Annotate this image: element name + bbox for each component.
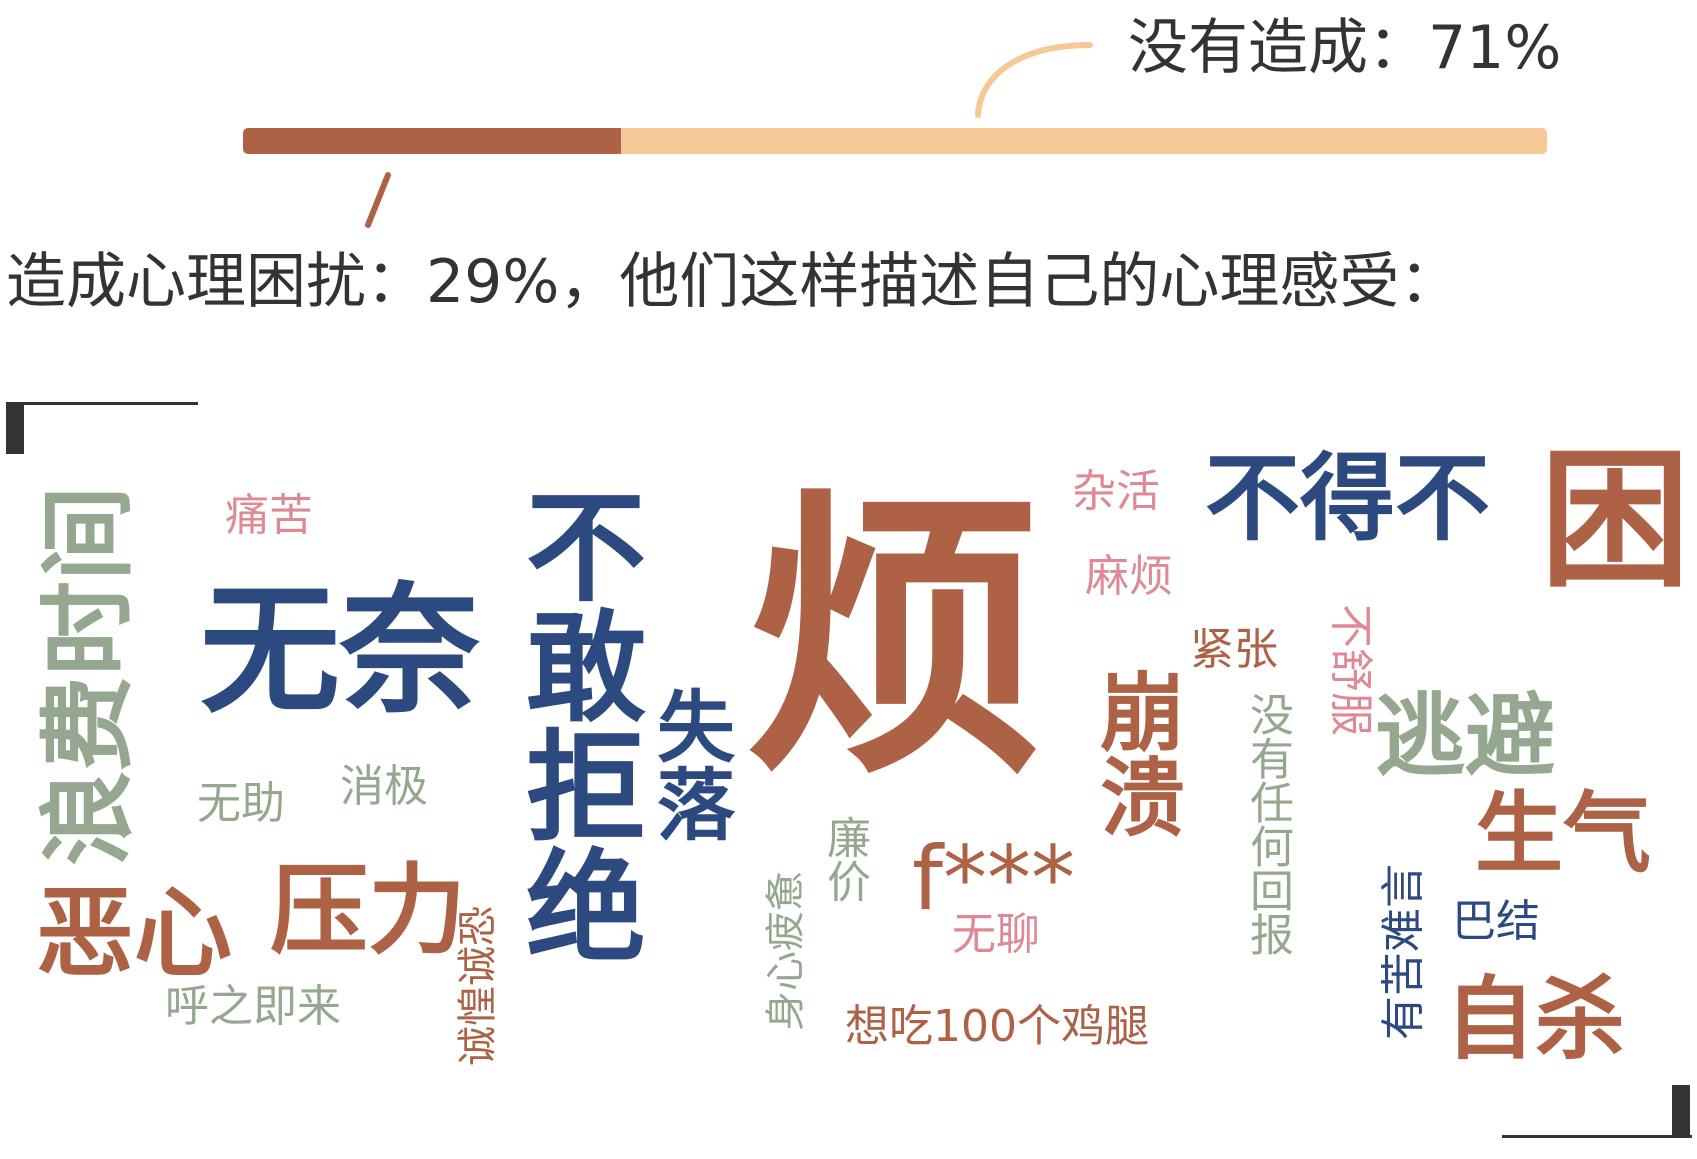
word-wuzhu: 无助	[197, 778, 285, 829]
word-ezhe: 恶心	[36, 877, 233, 991]
caused-leader-line	[365, 172, 391, 228]
word-bugan: 不敢拒绝	[505, 484, 644, 964]
corner-bracket-bottom-horizontal	[1502, 1135, 1692, 1138]
word-jitui: 想吃100个鸡腿	[845, 1001, 1149, 1052]
word-meiyou: 没有任何回报	[1242, 692, 1293, 956]
word-wunai: 无奈	[200, 570, 481, 733]
word-budebu: 不得不	[1205, 444, 1491, 554]
word-lianjia: 廉价	[819, 815, 870, 903]
word-zisha: 自杀	[1445, 967, 1625, 1072]
word-tongku: 痛苦	[225, 490, 313, 541]
word-shengqi: 生气	[1475, 782, 1652, 885]
corner-bracket-bottom-vertical	[1672, 1085, 1690, 1138]
not-caused-leader-line	[975, 42, 1093, 118]
word-fan: 烦	[745, 465, 1045, 814]
word-bengkui: 崩溃	[1085, 668, 1184, 838]
corner-bracket-top-vertical	[6, 402, 24, 454]
word-bushufu: 不舒服	[1325, 604, 1376, 736]
word-taobi: 逃避	[1375, 684, 1555, 789]
word-yali: 压力	[270, 854, 467, 968]
word-xiaoji: 消极	[340, 761, 428, 812]
not-caused-bar-segment	[621, 128, 1547, 154]
caused-bar-segment	[243, 128, 621, 154]
word-bajie: 巴结	[1452, 896, 1540, 947]
word-shiluo: 失落	[644, 686, 734, 842]
word-zahuo: 杂活	[1072, 466, 1160, 517]
not-caused-label: 没有造成：71%	[1128, 13, 1562, 83]
word-jinzhang: 紧张	[1190, 624, 1278, 675]
word-fstar: f***	[912, 827, 1075, 930]
word-huzhi: 呼之即来	[165, 981, 341, 1032]
word-shenxin: 身心疲惫	[763, 871, 809, 1031]
word-kun: 困	[1540, 434, 1691, 608]
word-chengkong: 诚惶诚恐	[455, 906, 501, 1066]
caused-label: 造成心理困扰：29%，他们这样描述自己的心理感受：	[6, 247, 1460, 317]
corner-bracket-top-horizontal	[6, 402, 198, 405]
word-mafan: 麻烦	[1085, 551, 1173, 602]
word-wuliao: 无聊	[952, 909, 1040, 960]
word-youku: 有苦难言	[1378, 864, 1429, 1040]
